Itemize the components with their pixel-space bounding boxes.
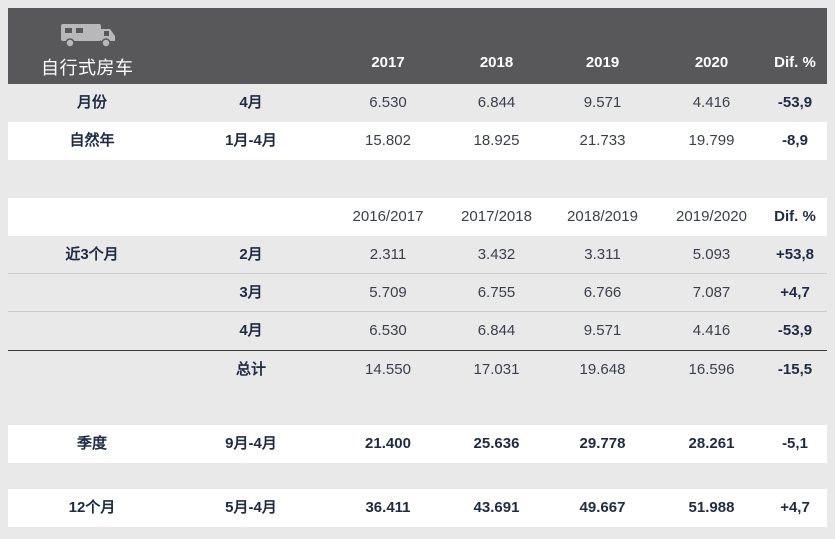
value-cell: 15.802: [365, 132, 411, 149]
value-cell: 6.844: [477, 94, 516, 111]
row-period: 4月: [239, 322, 263, 339]
value-cell: 6.844: [477, 322, 516, 339]
value-cell: 19.648: [579, 361, 626, 378]
value-cell: 5.709: [369, 284, 407, 301]
value-cell: 21.733: [579, 132, 626, 149]
row-period: 总计: [235, 361, 266, 378]
value-cell: 28.261: [688, 435, 735, 452]
value-cell: 36.411: [365, 499, 411, 516]
diff-cell: -8,9: [782, 132, 808, 149]
diff-cell: -53,9: [777, 322, 813, 339]
table-row-feb: 近3个月 2月 2.311 3.432 3.311 5.093 +53,8: [8, 236, 827, 274]
value-cell: 21.400: [365, 435, 411, 452]
value-cell: 6.530: [369, 322, 407, 339]
value-cell: 5.093: [692, 246, 731, 263]
col-header-season-2: 2017/2018: [461, 208, 532, 225]
diff-cell: +4,7: [780, 499, 810, 516]
diff-cell: +4,7: [780, 284, 810, 301]
value-cell: 6.755: [477, 284, 516, 301]
row-divider: [8, 273, 827, 274]
row-period: 4月: [239, 94, 263, 111]
row-label: 季度: [76, 435, 107, 452]
value-cell: 6.530: [369, 94, 407, 111]
col-header-2017: 2017: [371, 54, 405, 71]
value-cell: 19.799: [688, 132, 735, 149]
value-cell: 6.766: [583, 284, 622, 301]
table-row-12-months: 12个月 5月-4月 36.411 43.691 49.667 51.988 +…: [8, 489, 827, 527]
col-header-diff: Dif. %: [774, 54, 816, 71]
row-period: 3月: [239, 284, 263, 301]
table-row-mar: 3月 5.709 6.755 6.766 7.087 +4,7: [8, 274, 827, 312]
diff-cell: +53,8: [776, 246, 814, 263]
value-cell: 16.596: [688, 361, 735, 378]
table-row-total: 总计 14.550 17.031 19.648 16.596 -15,5: [8, 351, 827, 389]
diff-cell: -53,9: [777, 94, 813, 111]
col-header-season-3: 2018/2019: [567, 208, 638, 225]
value-cell: 9.571: [583, 322, 622, 339]
table-row-ytd: 自然年 1月-4月 15.802 18.925 21.733 19.799 -8…: [8, 122, 827, 160]
row-label: 12个月: [68, 499, 116, 516]
col-header-2018: 2018: [479, 54, 514, 71]
diff-cell: -5,1: [782, 435, 808, 452]
col-header-season-1: 2016/2017: [352, 208, 424, 225]
row-label: 月份: [76, 94, 107, 111]
row-label: 自然年: [69, 132, 115, 149]
table-row-month: 月份 4月 6.530 6.844 9.571 4.416 -53,9: [8, 84, 827, 122]
page-title: 自行式房车: [41, 58, 134, 79]
value-cell: 4.416: [692, 322, 731, 339]
rv-camper-icon: [61, 24, 115, 48]
value-cell: 14.550: [365, 361, 411, 378]
col-header-season-4: 2019/2020: [676, 208, 747, 225]
value-cell: 49.667: [579, 499, 626, 516]
col-header-diff: Dif. %: [774, 208, 816, 225]
table-row-apr: 4月 6.530 6.844 9.571 4.416 -53,9: [8, 312, 827, 350]
value-cell: 3.432: [477, 246, 516, 263]
row-period: 1月-4月: [225, 132, 277, 149]
value-cell: 51.988: [688, 499, 735, 516]
row-period: 2月: [239, 246, 263, 263]
col-header-2019: 2019: [585, 54, 620, 71]
row-period: 9月-4月: [225, 435, 277, 452]
table-row-season: 季度 9月-4月 21.400 25.636 29.778 28.261 -5,…: [8, 425, 827, 463]
value-cell: 29.778: [579, 435, 626, 452]
row-period: 5月-4月: [225, 499, 277, 516]
season-header-row: 2016/2017 2017/2018 2018/2019 2019/2020 …: [8, 198, 827, 236]
value-cell: 9.571: [583, 94, 622, 111]
value-cell: 3.311: [584, 246, 621, 263]
value-cell: 2.311: [369, 246, 407, 263]
value-cell: 17.031: [473, 361, 520, 378]
diff-cell: -15,5: [777, 361, 813, 378]
value-cell: 43.691: [473, 499, 520, 516]
value-cell: 4.416: [692, 94, 731, 111]
col-header-2020: 2020: [694, 54, 729, 71]
row-label: 近3个月: [65, 246, 119, 263]
table-header: 自行式房车 2017 2018 2019 2020 Dif. %: [8, 8, 827, 84]
row-divider: [8, 311, 827, 312]
value-cell: 7.087: [692, 284, 731, 301]
value-cell: 25.636: [473, 435, 520, 452]
value-cell: 18.925: [473, 132, 520, 149]
